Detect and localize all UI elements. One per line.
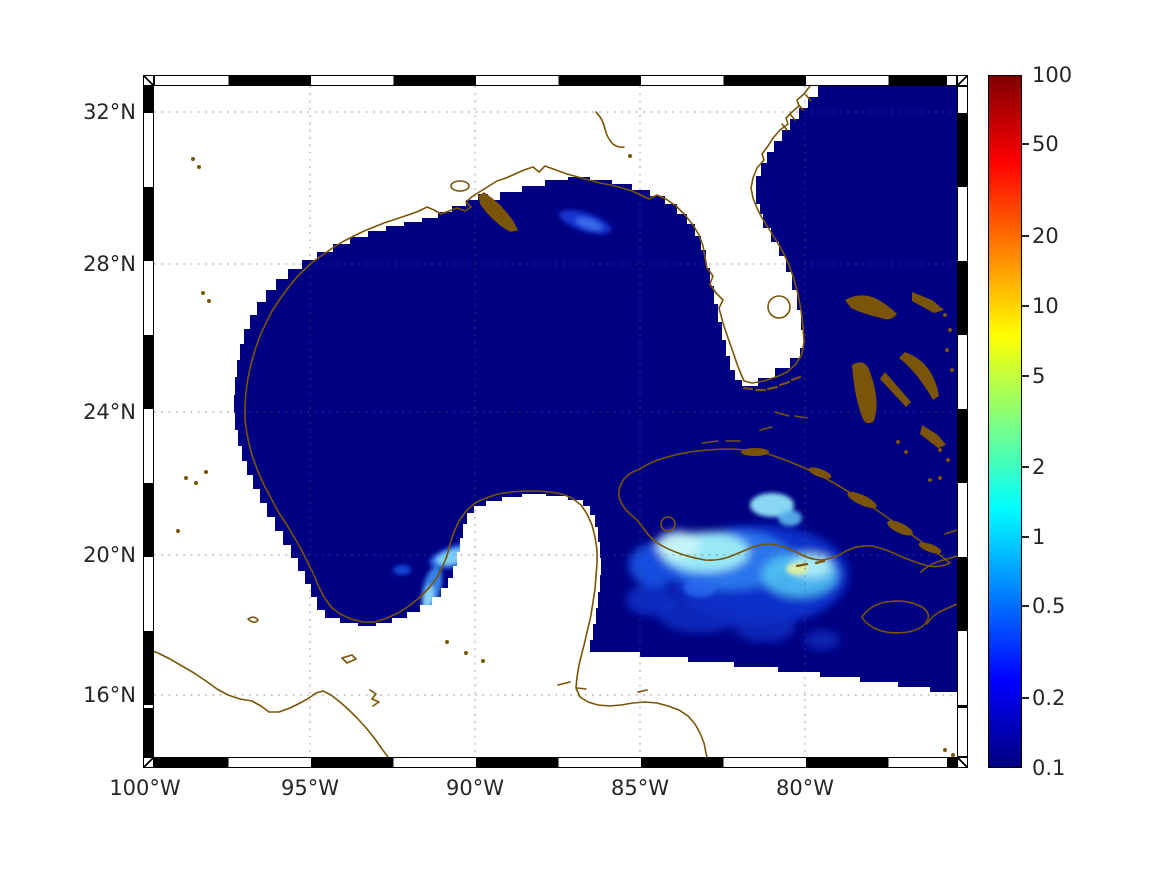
lat-label-32n: 32°N [83, 100, 136, 124]
colorbar-label-50: 50 [1032, 132, 1059, 156]
colorbar-label-10: 10 [1032, 294, 1059, 318]
colorbar-label-100: 100 [1032, 63, 1073, 87]
colorbar-label-5: 5 [1032, 364, 1046, 388]
cuba-north-coast-cays [741, 448, 942, 554]
frame-border-right [957, 86, 968, 757]
colorbar-tick [1022, 697, 1029, 699]
colorbar-gradient [988, 75, 1022, 768]
coast-jamaica [861, 600, 930, 634]
colorbar-label-0p1: 0.1 [1032, 756, 1066, 780]
frame-border-top [154, 75, 957, 86]
gridlines [154, 86, 957, 757]
lake-okeechobee [767, 295, 791, 319]
lon-label-95w: 95°W [281, 776, 339, 800]
lon-label-90w: 90°W [446, 776, 504, 800]
isla-de-la-juventud [660, 516, 676, 532]
colorbar-label-1: 1 [1032, 525, 1046, 549]
frame-corner-bottom-left [143, 757, 154, 768]
lat-label-16n: 16°N [83, 683, 136, 707]
coast-cuba [618, 448, 951, 568]
island-specks [176, 154, 955, 757]
bloom-patches [393, 210, 848, 650]
colorbar-label-2: 2 [1032, 455, 1046, 479]
colorbar-label-20: 20 [1032, 224, 1059, 248]
lon-label-80w: 80°W [776, 776, 834, 800]
colorbar-label-0p5: 0.5 [1032, 594, 1066, 618]
coastlines [154, 86, 957, 757]
top-center-inlet [595, 111, 625, 148]
colorbar-tick [1022, 466, 1029, 468]
coast-pacific-mexico [154, 650, 389, 757]
coast-hispaniola [920, 529, 957, 625]
lat-label-28n: 28°N [83, 252, 136, 276]
colorbar-tick [1022, 605, 1029, 607]
lat-label-24n: 24°N [83, 400, 136, 424]
frame-border-bottom [154, 757, 957, 768]
bahamas-islands [845, 292, 954, 482]
frame-border-left [143, 86, 154, 757]
lon-label-100w: 100°W [109, 776, 181, 800]
lon-label-85w: 85°W [611, 776, 669, 800]
colorbar-tick [1022, 235, 1029, 237]
coast-mississippi-delta [478, 192, 518, 232]
frame-corner-top-left [143, 75, 154, 86]
colorbar-tick [1022, 143, 1029, 145]
lake-pontchartrain [450, 180, 470, 192]
map-plot [154, 86, 957, 757]
colorbar-tick [1022, 375, 1029, 377]
frame-corner-top-right [957, 75, 968, 86]
georgia-barrier-islands [781, 94, 812, 131]
cuba-offshore-cays [701, 411, 808, 444]
tehuantepec-lagoons [247, 616, 380, 707]
honduras-bay-islands [557, 681, 648, 693]
florida-keys [742, 375, 802, 392]
frame-corner-bottom-right [957, 757, 968, 768]
lat-label-20n: 20°N [83, 543, 136, 567]
colorbar-label-0p2: 0.2 [1032, 686, 1066, 710]
cayman-islands [795, 559, 826, 568]
coast-mainland [244, 86, 811, 757]
colorbar-tick [1022, 536, 1029, 538]
colorbar-tick [1022, 305, 1029, 307]
